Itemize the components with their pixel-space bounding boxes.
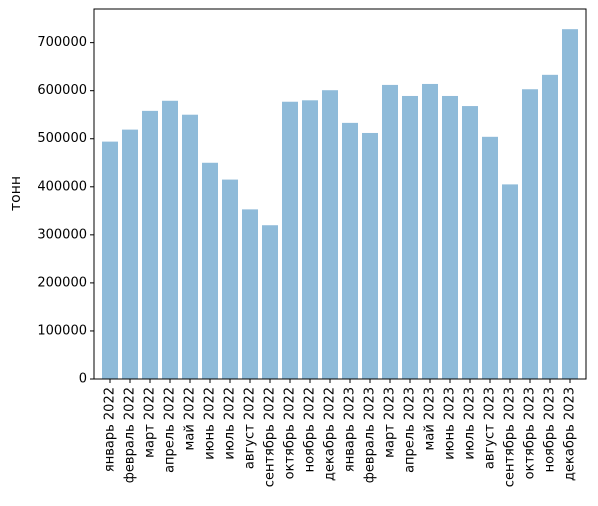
x-tick-label: май 2023 [423,387,438,450]
bar [482,136,498,379]
bar [242,209,258,379]
x-tick-label: июнь 2023 [443,387,458,460]
y-tick-label: 100000 [37,323,87,338]
bar [502,184,518,379]
x-tick-label: ноябрь 2022 [303,387,318,472]
y-axis-ticks: 0 100000 200000 300000 400000 500000 600000 700… [37,35,94,387]
x-axis-ticks: январь 2022 февраль 2022 март 2022 апрель 2… [103,379,578,487]
x-tick-label: апрель 2022 [163,387,178,473]
y-tick-label: 500000 [37,131,87,146]
x-tick-label: октябрь 2022 [283,387,298,479]
x-tick-label: август 2022 [243,387,258,469]
bar [182,114,198,380]
bar [342,122,358,379]
plot-frame [93,8,587,380]
bar [102,141,118,379]
x-tick-label: май 2022 [183,387,198,450]
bar [382,84,398,380]
x-tick-label: июль 2022 [223,387,238,460]
x-tick-label: февраль 2023 [363,387,378,483]
bar [162,100,178,379]
bars-group [102,29,578,380]
x-tick-label: январь 2023 [343,387,358,472]
y-tick-label: 300000 [37,227,87,242]
y-tick-label: 200000 [37,275,87,290]
x-tick-label: декабрь 2022 [323,387,338,481]
bar [142,110,158,380]
bar [562,29,578,380]
x-tick-label: июль 2023 [463,387,478,460]
y-axis-label: тонн [8,176,24,211]
bar [422,83,438,380]
x-tick-label: февраль 2022 [123,387,138,483]
y-tick-label: 0 [79,372,87,387]
x-tick-label: апрель 2023 [403,387,418,473]
bar [402,95,418,379]
bar [322,90,338,380]
bar [202,162,218,379]
bar [262,225,278,379]
bar [122,129,138,379]
y-tick-label: 600000 [37,83,87,98]
x-tick-label: ноябрь 2023 [543,387,558,472]
x-tick-label: сентябрь 2023 [503,387,518,487]
x-tick-label: март 2023 [383,387,398,458]
bar [442,95,458,379]
y-tick-label: 400000 [37,179,87,194]
bar [522,89,538,379]
x-tick-label: декабрь 2023 [563,387,578,481]
x-tick-label: октябрь 2023 [523,387,538,479]
bar [222,179,238,379]
x-tick-label: июнь 2022 [203,387,218,460]
y-tick-label: 700000 [37,35,87,50]
x-tick-label: август 2023 [483,387,498,469]
bar [282,101,298,380]
x-tick-label: март 2022 [143,387,158,458]
x-tick-label: сентябрь 2022 [263,387,278,487]
bar [362,132,378,379]
bar [542,74,558,379]
x-tick-label: январь 2022 [103,387,118,472]
bar [462,106,478,379]
bar [302,100,318,380]
